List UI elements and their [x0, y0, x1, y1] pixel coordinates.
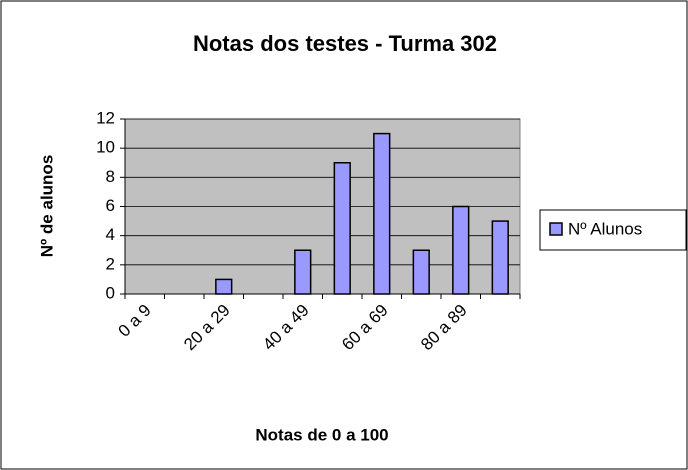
y-tick-label: 8 [106, 167, 115, 186]
bar [294, 249, 312, 295]
y-tick-label: 0 [106, 283, 115, 302]
y-tick-label: 10 [96, 138, 115, 157]
bar [215, 278, 233, 295]
bar [333, 162, 351, 295]
legend-swatch [549, 222, 563, 236]
bar [373, 132, 391, 295]
legend-label: Nº Alunos [568, 219, 642, 238]
y-tick-label: 4 [106, 225, 115, 244]
bar [452, 205, 470, 295]
y-tick-label: 2 [106, 254, 115, 273]
bar [491, 220, 509, 295]
y-axis-label: Nº de alunos [37, 155, 56, 258]
chart-title: Notas dos testes - Turma 302 [193, 31, 497, 56]
y-tick-label: 6 [106, 196, 115, 215]
bar [412, 249, 430, 295]
legend-box [539, 209, 687, 251]
y-tick-label: 12 [96, 108, 115, 127]
x-axis-label: Notas de 0 a 100 [255, 425, 388, 444]
